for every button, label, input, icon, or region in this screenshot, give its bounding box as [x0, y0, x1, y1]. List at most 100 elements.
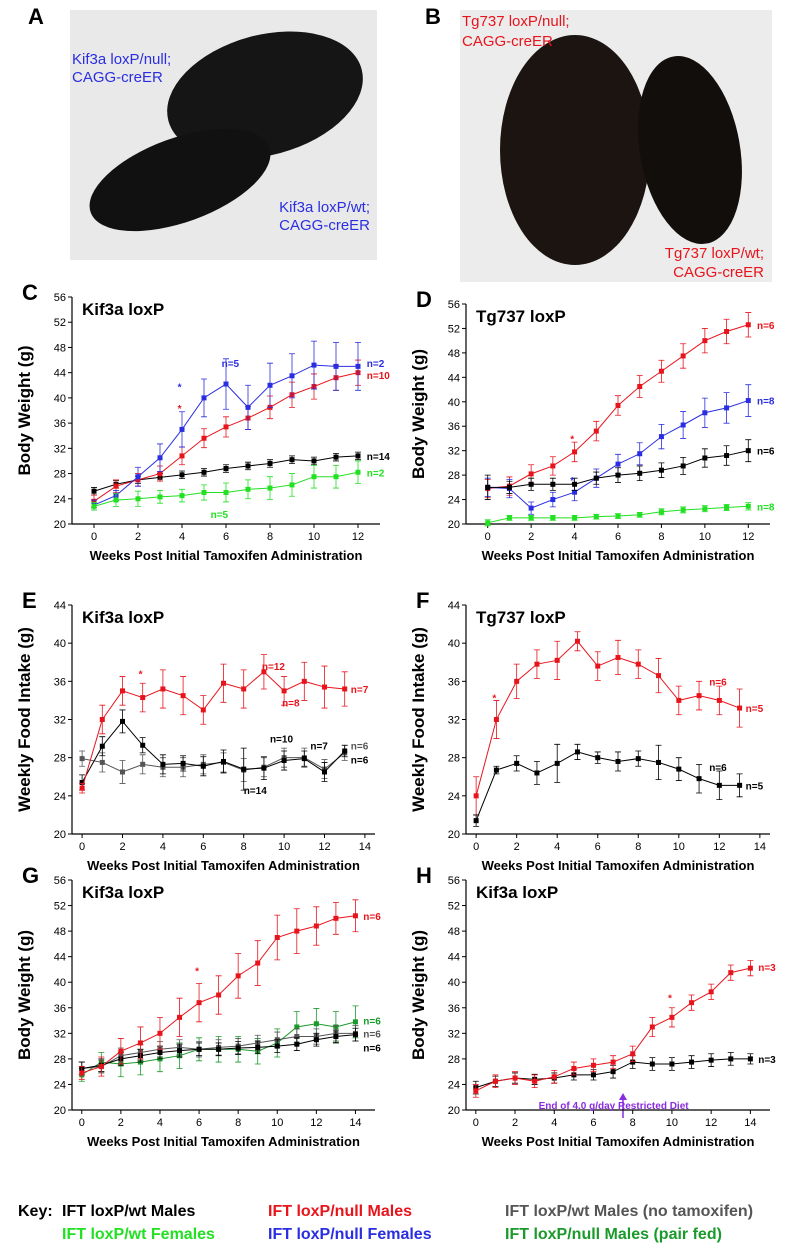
annotation: n=10: [367, 371, 391, 382]
data-point: [630, 1051, 636, 1057]
data-point: [658, 509, 664, 515]
data-point: [311, 362, 317, 368]
data-point: [160, 686, 166, 692]
data-point: [294, 1034, 300, 1040]
key-label: Key:: [18, 1203, 53, 1220]
y-tick-label: 20: [448, 829, 460, 841]
data-point: [637, 384, 643, 389]
data-point: [590, 1062, 596, 1068]
data-point: [99, 717, 105, 722]
x-tick-label: 0: [473, 1117, 479, 1129]
series-line: [475, 751, 740, 821]
data-point: [216, 992, 222, 998]
chart-title: Kif3a loxP: [82, 883, 164, 902]
x-tick-label: 4: [554, 841, 560, 853]
data-point: [274, 935, 280, 940]
data-point: [615, 758, 621, 764]
x-tick-label: 8: [267, 531, 273, 543]
x-tick-label: 0: [79, 1117, 85, 1129]
x-axis-label: Weeks Post Initial Tamoxifen Administrat…: [482, 548, 755, 563]
data-point: [574, 749, 580, 755]
x-tick-label: 2: [528, 531, 534, 543]
y-tick-label: 36: [448, 421, 460, 433]
data-point: [572, 481, 578, 487]
y-tick-label: 32: [448, 446, 460, 458]
data-point: [528, 471, 534, 477]
y-tick-label: 36: [448, 676, 460, 688]
x-tick-label: 10: [666, 1117, 678, 1129]
y-tick-label: 40: [54, 393, 66, 405]
photo-label: CAGG-creER: [462, 33, 553, 50]
legend-entry: IFT loxP/null Females: [268, 1226, 432, 1243]
data-point: [245, 404, 251, 410]
data-point: [267, 485, 273, 491]
y-tick-label: 56: [448, 299, 460, 311]
data-point: [160, 761, 166, 767]
photo-label: Tg737 loxP/null;: [462, 13, 570, 30]
annotation: *: [570, 476, 574, 487]
panel-letter: C: [22, 280, 38, 305]
y-tick-label: 20: [54, 519, 66, 531]
annotation: n=7: [351, 685, 369, 696]
annotation: *: [178, 404, 182, 415]
data-point: [637, 512, 643, 518]
annotation: n=8: [757, 397, 775, 408]
data-point: [223, 466, 229, 472]
data-point: [201, 395, 207, 401]
annotation: n=6: [757, 447, 775, 458]
data-point: [512, 1075, 518, 1081]
legend-entry: IFT loxP/wt Females: [62, 1226, 215, 1243]
data-point: [493, 767, 499, 773]
data-point: [680, 507, 686, 513]
data-point: [200, 707, 206, 713]
arrow-head: [619, 1093, 627, 1100]
x-tick-label: 12: [318, 841, 330, 853]
series: [78, 899, 359, 1080]
y-tick-label: 48: [448, 926, 460, 938]
chart-title: Kif3a loxP: [82, 300, 164, 319]
x-tick-label: 2: [514, 841, 520, 853]
data-point: [245, 463, 251, 469]
x-tick-label: 0: [473, 841, 479, 853]
data-point: [649, 1061, 655, 1067]
series: [79, 709, 348, 791]
y-tick-label: 20: [448, 519, 460, 531]
data-point: [676, 697, 682, 703]
annotation: *: [195, 967, 199, 978]
data-point: [179, 426, 185, 432]
series: [484, 502, 752, 527]
data-point: [716, 697, 722, 703]
photo-label: Kif3a loxP/wt;: [279, 199, 370, 216]
data-point: [294, 1024, 300, 1030]
data-point: [630, 1059, 636, 1065]
y-tick-label: 32: [54, 1028, 66, 1040]
y-tick-label: 44: [54, 368, 66, 380]
data-point: [245, 486, 251, 492]
x-axis-label: Weeks Post Initial Tamoxifen Administrat…: [482, 1134, 755, 1149]
chart-title: Kif3a loxP: [476, 883, 558, 902]
data-point: [221, 758, 226, 764]
y-tick-label: 44: [448, 372, 460, 384]
data-point: [235, 973, 241, 979]
data-point: [571, 1065, 577, 1071]
series: [472, 960, 754, 1098]
panel-letter: H: [416, 863, 432, 888]
data-point: [301, 678, 307, 684]
data-point: [79, 756, 85, 762]
x-tick-label: 6: [200, 841, 206, 853]
y-tick-label: 36: [448, 1003, 460, 1015]
data-point: [473, 1088, 479, 1094]
panel-letter: F: [416, 588, 429, 613]
data-point: [737, 782, 743, 788]
y-tick-label: 44: [448, 952, 460, 964]
y-tick-label: 40: [54, 977, 66, 989]
photo-label: CAGG-creER: [279, 217, 370, 234]
mouse: [89, 128, 271, 232]
data-point: [255, 1044, 261, 1050]
x-tick-label: 12: [705, 1117, 717, 1129]
x-tick-label: 0: [91, 531, 97, 543]
data-point: [333, 474, 339, 480]
data-point: [747, 1056, 753, 1062]
data-point: [261, 765, 267, 771]
series-line: [475, 640, 740, 796]
